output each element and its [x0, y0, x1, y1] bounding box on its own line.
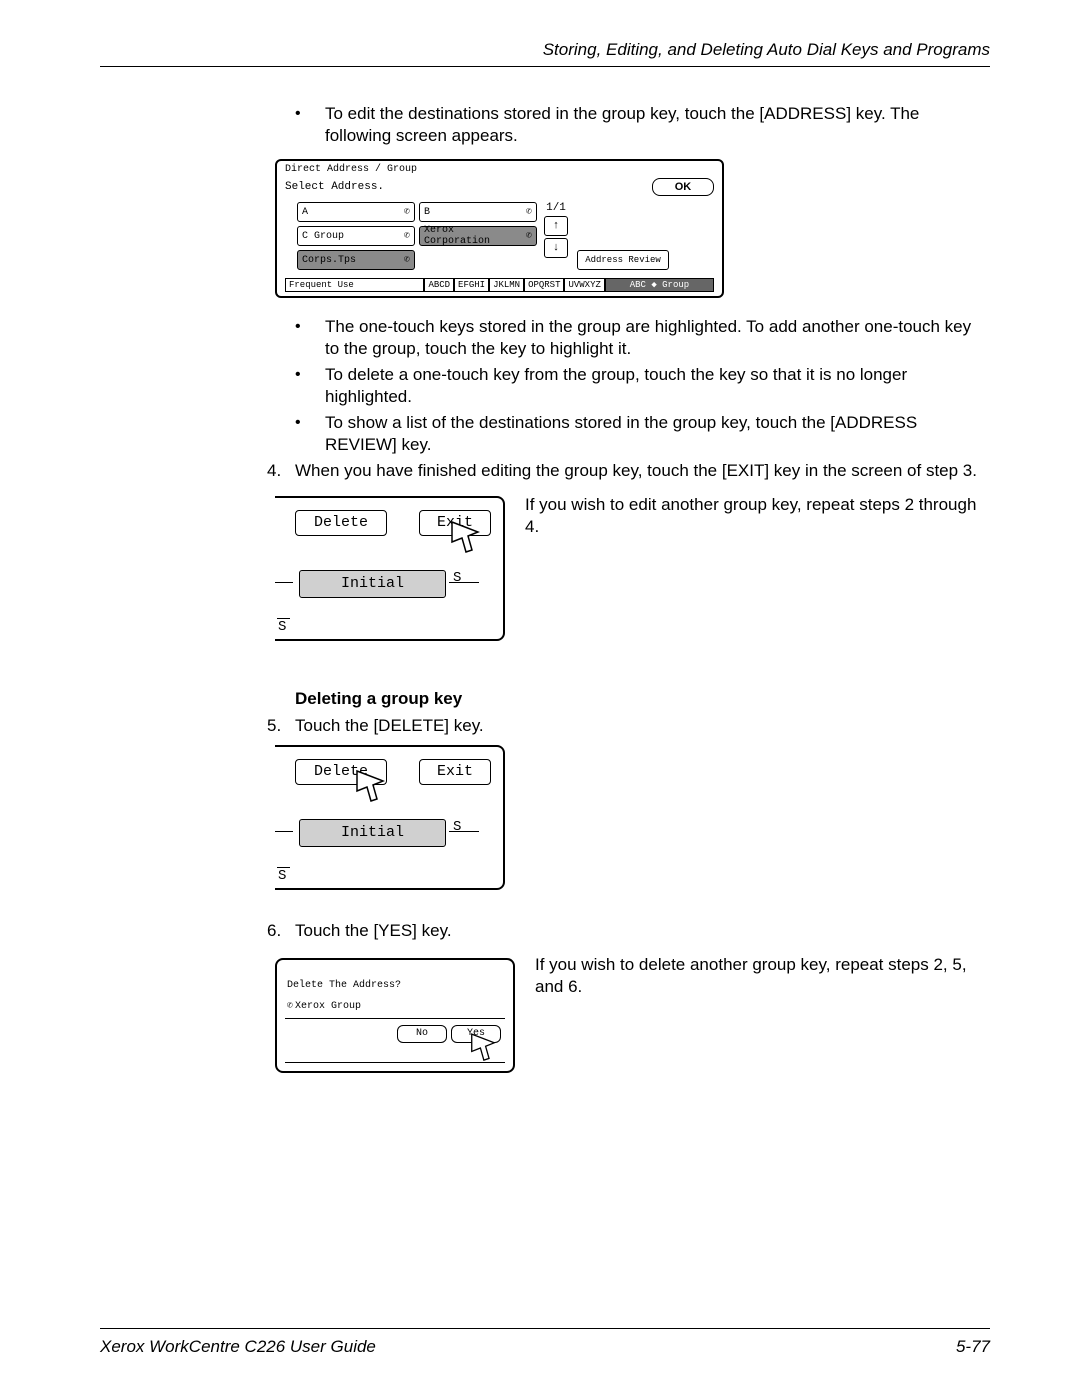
bullet-dot: •: [295, 364, 325, 408]
no-button[interactable]: No: [397, 1025, 447, 1043]
ok-button[interactable]: OK: [652, 178, 714, 196]
sc3-group: ✆Xerox Group: [287, 1000, 361, 1012]
tab-jklmn[interactable]: JKLMN: [489, 279, 524, 292]
sc3-title: Delete The Address?: [287, 980, 401, 991]
bullet-dot: •: [295, 103, 325, 147]
cursor-icon: [470, 1032, 496, 1064]
divider: [449, 831, 479, 832]
key-cgroup[interactable]: C Group ✆: [297, 226, 415, 246]
key-xerox-label: Xerox Corporation: [424, 225, 526, 247]
delete-screenshot: Delete Exit Initial S S: [275, 745, 505, 890]
step6-text: Touch the [YES] key.: [295, 920, 990, 942]
step4-text: When you have finished editing the group…: [295, 460, 990, 482]
phone-icon: ✆: [404, 206, 410, 218]
bullet-text-2: To delete a one-touch key from the group…: [325, 364, 990, 408]
divider: [275, 831, 293, 832]
step-number-5: 5.: [267, 715, 295, 737]
section-heading: Deleting a group key: [295, 689, 990, 709]
tab-uvwxyz[interactable]: UVWXYZ: [564, 279, 604, 292]
cursor-icon: [355, 769, 385, 805]
bullet-text-1: The one-touch keys stored in the group a…: [325, 316, 990, 360]
exit-button[interactable]: Exit: [419, 759, 491, 785]
confirm-screenshot: Delete The Address? ✆Xerox Group No Yes: [275, 958, 515, 1073]
s-label: S: [453, 819, 461, 835]
sc3-group-label: Xerox Group: [295, 1001, 361, 1012]
intro-bullet-text: To edit the destinations stored in the g…: [325, 103, 990, 147]
key-a-label: A: [302, 207, 308, 218]
phone-icon: ✆: [404, 254, 410, 266]
address-review-button[interactable]: Address Review: [577, 250, 669, 270]
footer-left: Xerox WorkCentre C226 User Guide: [100, 1337, 376, 1357]
tab-bar: Frequent Use ABCD EFGHI JKLMN OPQRST UVW…: [285, 278, 714, 292]
bullet-dot: •: [295, 316, 325, 360]
tab-frequent[interactable]: Frequent Use: [285, 279, 424, 292]
page-header: Storing, Editing, and Deleting Auto Dial…: [100, 40, 990, 67]
bullet-text-3: To show a list of the destinations store…: [325, 412, 990, 456]
divider: [285, 1018, 505, 1019]
key-cgroup-label: C Group: [302, 231, 344, 242]
step5-text: Touch the [DELETE] key.: [295, 715, 990, 737]
phone-icon: ✆: [526, 230, 532, 242]
side-text-2: If you wish to delete another group key,…: [535, 948, 990, 998]
down-arrow-button[interactable]: ↓: [544, 238, 568, 258]
key-b[interactable]: B✆: [419, 202, 537, 222]
cursor-icon: [450, 520, 480, 556]
initial-button[interactable]: Initial: [299, 819, 446, 847]
delete-button[interactable]: Delete: [295, 510, 387, 536]
key-b-label: B: [424, 207, 430, 218]
tab-abc-group[interactable]: ABC ◆ Group: [605, 279, 714, 292]
key-a[interactable]: A✆: [297, 202, 415, 222]
address-screenshot: Direct Address / Group Select Address. O…: [275, 159, 724, 298]
side-text-1: If you wish to edit another group key, r…: [525, 488, 990, 538]
s-label: S: [453, 570, 461, 586]
tab-efghi[interactable]: EFGHI: [454, 279, 489, 292]
bullet-dot: •: [295, 412, 325, 456]
phone-icon: ✆: [287, 1000, 293, 1012]
divider: [285, 1062, 505, 1063]
key-corps[interactable]: Corps.Tps ✆: [297, 250, 415, 270]
key-xerox[interactable]: Xerox Corporation✆: [419, 226, 537, 246]
footer-right: 5-77: [956, 1337, 990, 1357]
step-number-6: 6.: [267, 920, 295, 942]
tab-opqrst[interactable]: OPQRST: [524, 279, 564, 292]
divider: [449, 582, 479, 583]
phone-icon: ✆: [404, 230, 410, 242]
divider: [275, 582, 293, 583]
sc1-select-label: Select Address.: [285, 181, 652, 193]
exit-screenshot: Delete Exit Initial S S: [275, 496, 505, 641]
sc1-title: Direct Address / Group: [277, 161, 722, 176]
up-arrow-button[interactable]: ↑: [544, 216, 568, 236]
s-label-2: S: [277, 867, 290, 884]
s-label-2: S: [277, 618, 290, 635]
key-corps-label: Corps.Tps: [302, 255, 356, 266]
step-number-4: 4.: [267, 460, 295, 482]
page-indicator: 1/1: [541, 202, 571, 214]
phone-icon: ✆: [526, 206, 532, 218]
initial-button[interactable]: Initial: [299, 570, 446, 598]
tab-abcd[interactable]: ABCD: [424, 279, 454, 292]
